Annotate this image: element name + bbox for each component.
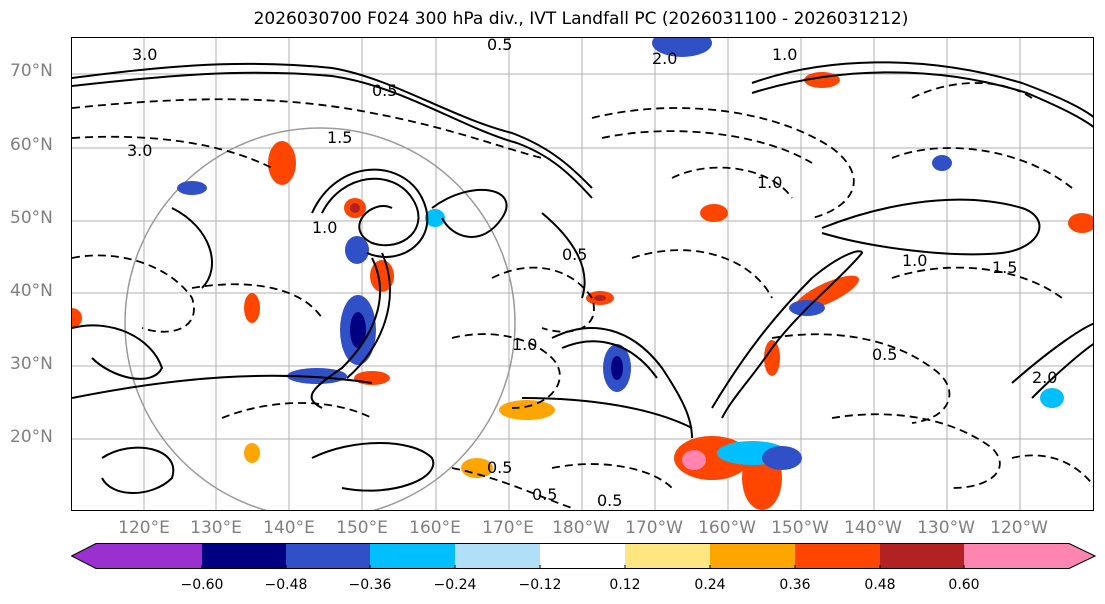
contour-label: 0.5: [372, 81, 397, 100]
colorbar-tick-label: −0.36: [348, 577, 392, 593]
contour-label: 1.0: [512, 335, 537, 354]
colorbar-tick-label: 0.48: [864, 577, 896, 593]
colorbar-segment: [202, 543, 287, 569]
contour-label: 1.0: [902, 251, 927, 270]
map-title: 2026030700 F024 300 hPa div., IVT Landfa…: [253, 9, 909, 29]
contour-label: 3.0: [127, 141, 152, 160]
colorbar-tick-label: −0.60: [180, 577, 224, 593]
colorbar-outline: [71, 543, 1096, 569]
contour-label: 1.0: [757, 173, 782, 192]
colorbar-segment: [540, 543, 626, 569]
colorbar-tick-label: 0.60: [948, 577, 980, 593]
colorbar-ticks: [201, 565, 965, 569]
contour-label: 0.5: [872, 345, 897, 364]
colorbar-extend-max: [964, 543, 1095, 569]
colorbar-segment: [370, 543, 456, 569]
contour-label: 2.0: [1032, 368, 1057, 387]
lon-label-130w: 130°W: [917, 518, 975, 538]
lon-label-120w: 120°W: [990, 518, 1048, 538]
lon-label-170e: 170°E: [482, 518, 534, 538]
colorbar-segment: [795, 543, 881, 569]
divergence-shading: [72, 38, 1093, 510]
lat-label-20n: 20°N: [10, 427, 53, 447]
colorbar: [71, 543, 1096, 569]
lon-label-140e: 140°E: [263, 518, 315, 538]
contour-label: 0.5: [562, 245, 587, 264]
lon-label-130e: 130°E: [190, 518, 242, 538]
contour-label: 1.5: [327, 128, 352, 147]
colorbar-tick-label: −0.48: [264, 577, 308, 593]
lon-label-150w: 150°W: [771, 518, 829, 538]
lon-label-170w: 170°W: [625, 518, 683, 538]
lon-label-140w: 140°W: [844, 518, 902, 538]
positive-contours: [72, 61, 1093, 494]
colorbar-segment: [286, 543, 371, 569]
colorbar-segment: [710, 543, 796, 569]
lon-label-150e: 150°E: [336, 518, 388, 538]
lat-label-30n: 30°N: [10, 354, 53, 374]
contour-label: 1.5: [992, 258, 1017, 277]
lon-label-120e: 120°E: [118, 518, 170, 538]
lon-label-160w: 160°W: [698, 518, 756, 538]
contour-label: 2.0: [652, 49, 677, 68]
colorbar-extend-min: [71, 543, 202, 569]
contour-label: 0.5: [597, 491, 622, 510]
graticule: [72, 38, 1093, 510]
lon-label-180w: 180°W: [552, 518, 610, 538]
contour-label: 0.5: [532, 485, 557, 504]
colorbar-tick-label: 0.24: [694, 577, 726, 593]
colorbar-tick-label: −0.24: [433, 577, 477, 593]
contour-label: 0.5: [487, 458, 512, 477]
landfall-region-circle: [124, 127, 516, 510]
contour-label: 3.0: [132, 45, 157, 64]
lat-label-70n: 70°N: [10, 61, 53, 81]
colorbar-tick-label: 0.36: [779, 577, 811, 593]
contour-label: 0.5: [487, 38, 512, 54]
negative-contours: [72, 82, 1093, 509]
colorbar-segment: [455, 543, 541, 569]
contour-labels: 3.0 2.0 0.5 1.0 1.5 0.5 3.0 1.0 0.5 0.5 …: [127, 38, 1057, 510]
map-svg: 3.0 2.0 0.5 1.0 1.5 0.5 3.0 1.0 0.5 0.5 …: [72, 38, 1093, 510]
colorbar-segment: [880, 543, 965, 569]
colorbar-segment: [625, 543, 711, 569]
map-plot-area: 3.0 2.0 0.5 1.0 1.5 0.5 3.0 1.0 0.5 0.5 …: [71, 37, 1094, 511]
colorbar-tick-label: 0.12: [609, 577, 641, 593]
lat-label-40n: 40°N: [10, 281, 53, 301]
colorbar-tick-label: −0.12: [518, 577, 562, 593]
contour-label: 1.0: [312, 218, 337, 237]
lon-label-160e: 160°E: [409, 518, 461, 538]
contour-label: 1.0: [772, 45, 797, 64]
lat-label-60n: 60°N: [10, 135, 53, 155]
lat-label-50n: 50°N: [10, 208, 53, 228]
